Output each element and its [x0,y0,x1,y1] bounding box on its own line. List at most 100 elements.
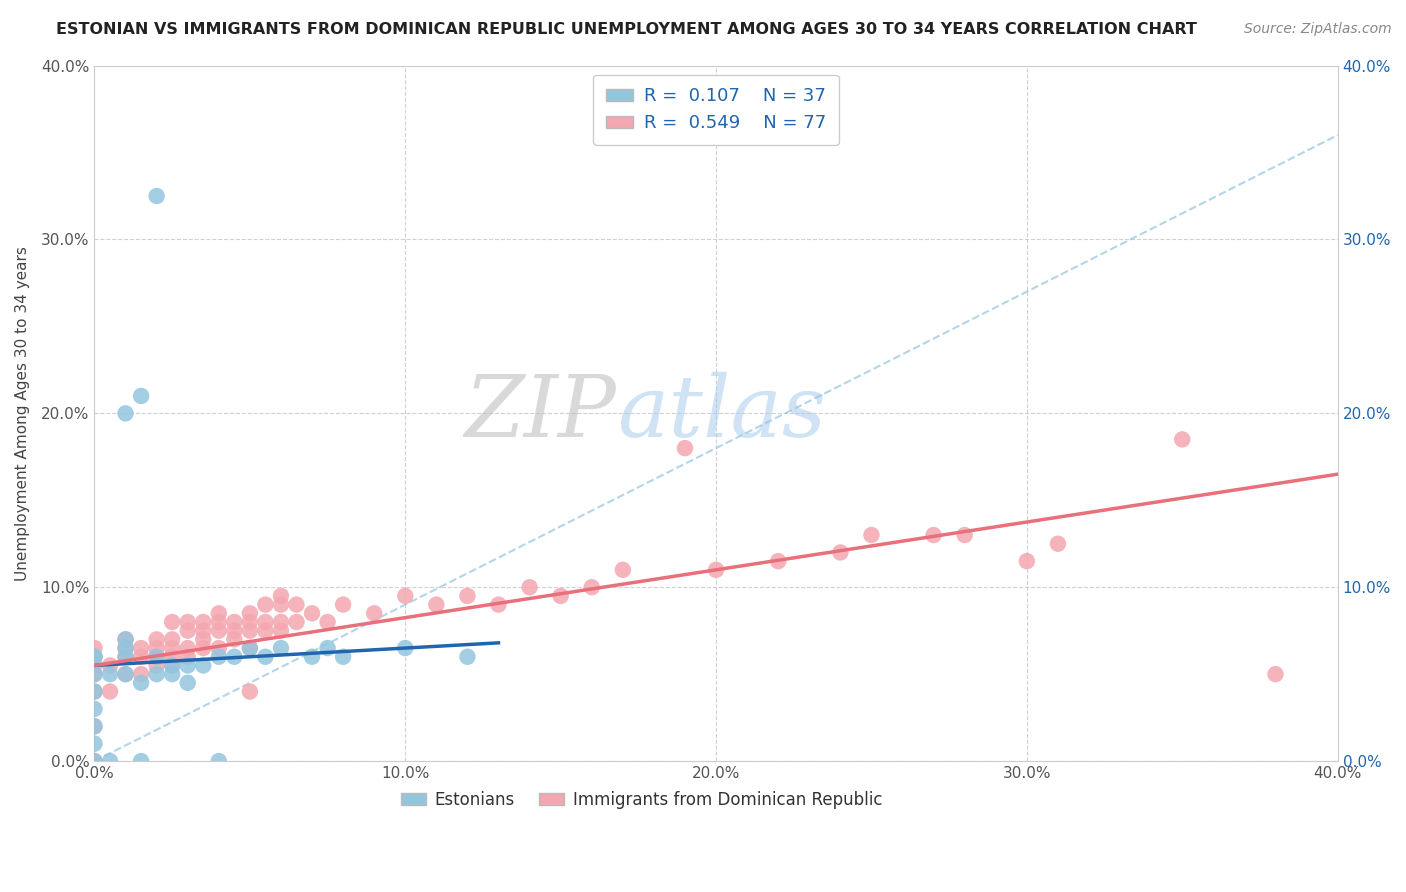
Point [129,389,152,403]
Text: atlas: atlas [617,372,825,455]
Point [208,649,231,664]
Point [114,667,136,681]
Point [114,667,136,681]
Point [145,189,167,203]
Point [145,649,167,664]
Point [208,641,231,656]
Point [177,658,200,673]
Point [550,589,572,603]
Y-axis label: Unemployment Among Ages 30 to 34 years: Unemployment Among Ages 30 to 34 years [15,246,30,581]
Point [239,624,262,638]
Point [114,649,136,664]
Point [208,754,231,768]
Point [177,676,200,690]
Point [456,589,478,603]
Point [673,441,696,455]
Point [160,658,183,673]
Point [830,545,852,559]
Text: ZIP: ZIP [465,372,617,455]
Point [83,684,105,698]
Point [83,667,105,681]
Point [114,632,136,647]
Point [114,649,136,664]
Point [425,598,447,612]
Point [160,615,183,629]
Point [160,658,183,673]
Point [145,632,167,647]
Point [332,598,354,612]
Point [83,754,105,768]
Point [394,589,416,603]
Point [129,649,152,664]
Point [254,615,277,629]
Point [704,563,727,577]
Point [488,598,510,612]
Point [160,641,183,656]
Point [129,676,152,690]
Point [953,528,976,542]
Point [145,641,167,656]
Text: Source: ZipAtlas.com: Source: ZipAtlas.com [1244,22,1392,37]
Point [208,624,231,638]
Point [129,754,152,768]
Point [254,624,277,638]
Point [114,632,136,647]
Point [301,649,323,664]
Point [224,649,246,664]
Point [83,649,105,664]
Point [145,649,167,664]
Point [612,563,634,577]
Point [1264,667,1286,681]
Point [239,615,262,629]
Point [83,667,105,681]
Point [83,719,105,733]
Point [208,607,231,621]
Point [285,615,308,629]
Point [193,624,215,638]
Point [193,658,215,673]
Point [1171,433,1194,447]
Point [208,615,231,629]
Point [83,649,105,664]
Point [316,641,339,656]
Point [83,649,105,664]
Point [177,649,200,664]
Point [145,667,167,681]
Point [394,641,416,656]
Point [922,528,945,542]
Point [98,658,121,673]
Point [193,641,215,656]
Point [160,632,183,647]
Point [177,624,200,638]
Point [239,684,262,698]
Point [114,406,136,420]
Point [581,580,603,594]
Point [239,607,262,621]
Point [129,641,152,656]
Point [160,649,183,664]
Point [519,580,541,594]
Point [83,658,105,673]
Point [114,641,136,656]
Point [254,649,277,664]
Point [239,641,262,656]
Point [160,667,183,681]
Point [224,624,246,638]
Point [316,615,339,629]
Point [98,684,121,698]
Point [177,641,200,656]
Point [254,598,277,612]
Point [363,607,385,621]
Point [177,615,200,629]
Point [301,607,323,621]
Point [224,615,246,629]
Point [193,632,215,647]
Point [98,667,121,681]
Point [332,649,354,664]
Point [224,632,246,647]
Point [270,624,292,638]
Point [83,719,105,733]
Point [270,641,292,656]
Point [860,528,883,542]
Legend: Estonians, Immigrants from Dominican Republic: Estonians, Immigrants from Dominican Rep… [394,784,889,815]
